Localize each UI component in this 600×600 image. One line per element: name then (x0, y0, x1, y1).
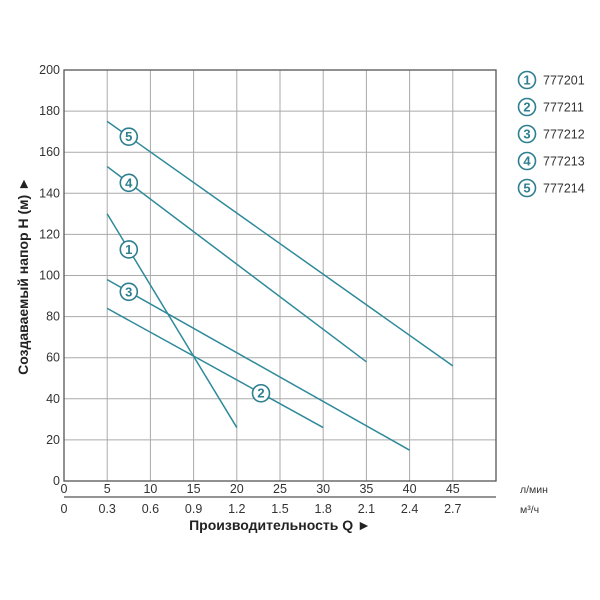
y-tick-label: 140 (39, 186, 60, 200)
x2-tick-label: 1.2 (228, 502, 245, 516)
x-unit-label: л/мин (520, 484, 548, 496)
legend-marker-circle (517, 70, 537, 90)
legend-marker-number: 5 (523, 181, 530, 196)
y-tick-label: 160 (39, 145, 60, 159)
series-marker-circle (119, 127, 139, 146)
x-tick-label: 10 (143, 482, 157, 496)
series-marker-circle (119, 282, 139, 302)
grid (63, 69, 497, 498)
legend-marker-number: 4 (523, 154, 531, 169)
series-line-5 (106, 120, 454, 367)
series-line-2 (106, 307, 324, 429)
series-line-3 (106, 278, 410, 451)
series-marker-circle (119, 240, 139, 259)
legend-label: 777214 (543, 182, 585, 196)
x-tick-label: 35 (359, 482, 373, 496)
series-lines: 1 2 3 4 5 (106, 120, 454, 451)
legend-item: 3 777212 (517, 124, 585, 144)
x2-unit-label: м³/ч (520, 504, 539, 516)
legend-item: 5 777214 (517, 178, 585, 198)
y-tick-label: 100 (39, 269, 60, 283)
y-tick-label: 20 (46, 433, 60, 447)
x-tick-label: 5 (104, 482, 111, 496)
y-tick-label: 120 (39, 227, 60, 241)
x2-tick-label: 1.5 (271, 502, 288, 516)
legend-marker-circle (517, 178, 537, 198)
x-tick-label: 25 (273, 482, 287, 496)
x2-tick-label: 0.3 (99, 502, 116, 516)
series-marker-number: 5 (125, 129, 132, 144)
x2-tick-label: 2.4 (401, 502, 418, 516)
x-tick-label: 0 (61, 482, 68, 496)
series-marker-number: 4 (125, 175, 133, 190)
x2-tick-label: 0.9 (185, 502, 202, 516)
legend-marker-circle (517, 124, 537, 144)
series-marker-circle (119, 173, 139, 193)
y-tick-label: 60 (46, 351, 60, 365)
y-axis-title: Создаваемый напор H (м) ► (15, 177, 31, 375)
x-axis-title: Производительность Q ► (189, 517, 371, 533)
plot-frame (63, 69, 497, 482)
legend-item: 1 777201 (517, 70, 585, 90)
legend-marker-number: 3 (523, 127, 530, 142)
legend-label: 777212 (543, 128, 585, 142)
tick-labels: 0 5 10 15 20 25 30 35 40 450 0.3 0.6 0.9 1.2 1.5 1.8 2.1… (39, 63, 461, 516)
legend-label: 777213 (543, 155, 585, 169)
x2-tick-label: 2.7 (444, 502, 461, 516)
legend-marker-circle (517, 151, 537, 171)
series-marker-number: 2 (257, 386, 264, 401)
legend-marker-number: 2 (523, 100, 530, 115)
x2-tick-label: 0 (61, 502, 68, 516)
y-tick-label: 180 (39, 104, 60, 118)
x-tick-label: 15 (187, 482, 201, 496)
y-tick-label: 0 (53, 474, 60, 488)
legend-label: 777201 (543, 74, 585, 88)
x2-tick-label: 2.1 (358, 502, 375, 516)
series-marker-number: 1 (125, 242, 132, 257)
legend-label: 777211 (543, 101, 584, 115)
legend: 1 777201 2 777211 3 777212 4 777213 5 777214 (517, 70, 585, 198)
y-tick-label: 80 (46, 310, 60, 324)
x-tick-label: 40 (403, 482, 417, 496)
legend-item: 4 777213 (517, 151, 585, 171)
legend-marker-number: 1 (523, 73, 530, 88)
x-tick-label: 30 (316, 482, 330, 496)
x2-tick-label: 1.8 (315, 502, 332, 516)
series-marker-number: 3 (125, 284, 132, 299)
x-tick-label: 45 (446, 482, 460, 496)
x2-tick-label: 0.6 (142, 502, 159, 516)
series-line-4 (106, 165, 367, 363)
y-tick-label: 40 (46, 392, 60, 406)
y-tick-label: 200 (39, 63, 60, 77)
legend-marker-circle (517, 97, 537, 117)
series-marker-circle (251, 383, 271, 403)
x-tick-label: 20 (230, 482, 244, 496)
legend-item: 2 777211 (517, 97, 584, 117)
